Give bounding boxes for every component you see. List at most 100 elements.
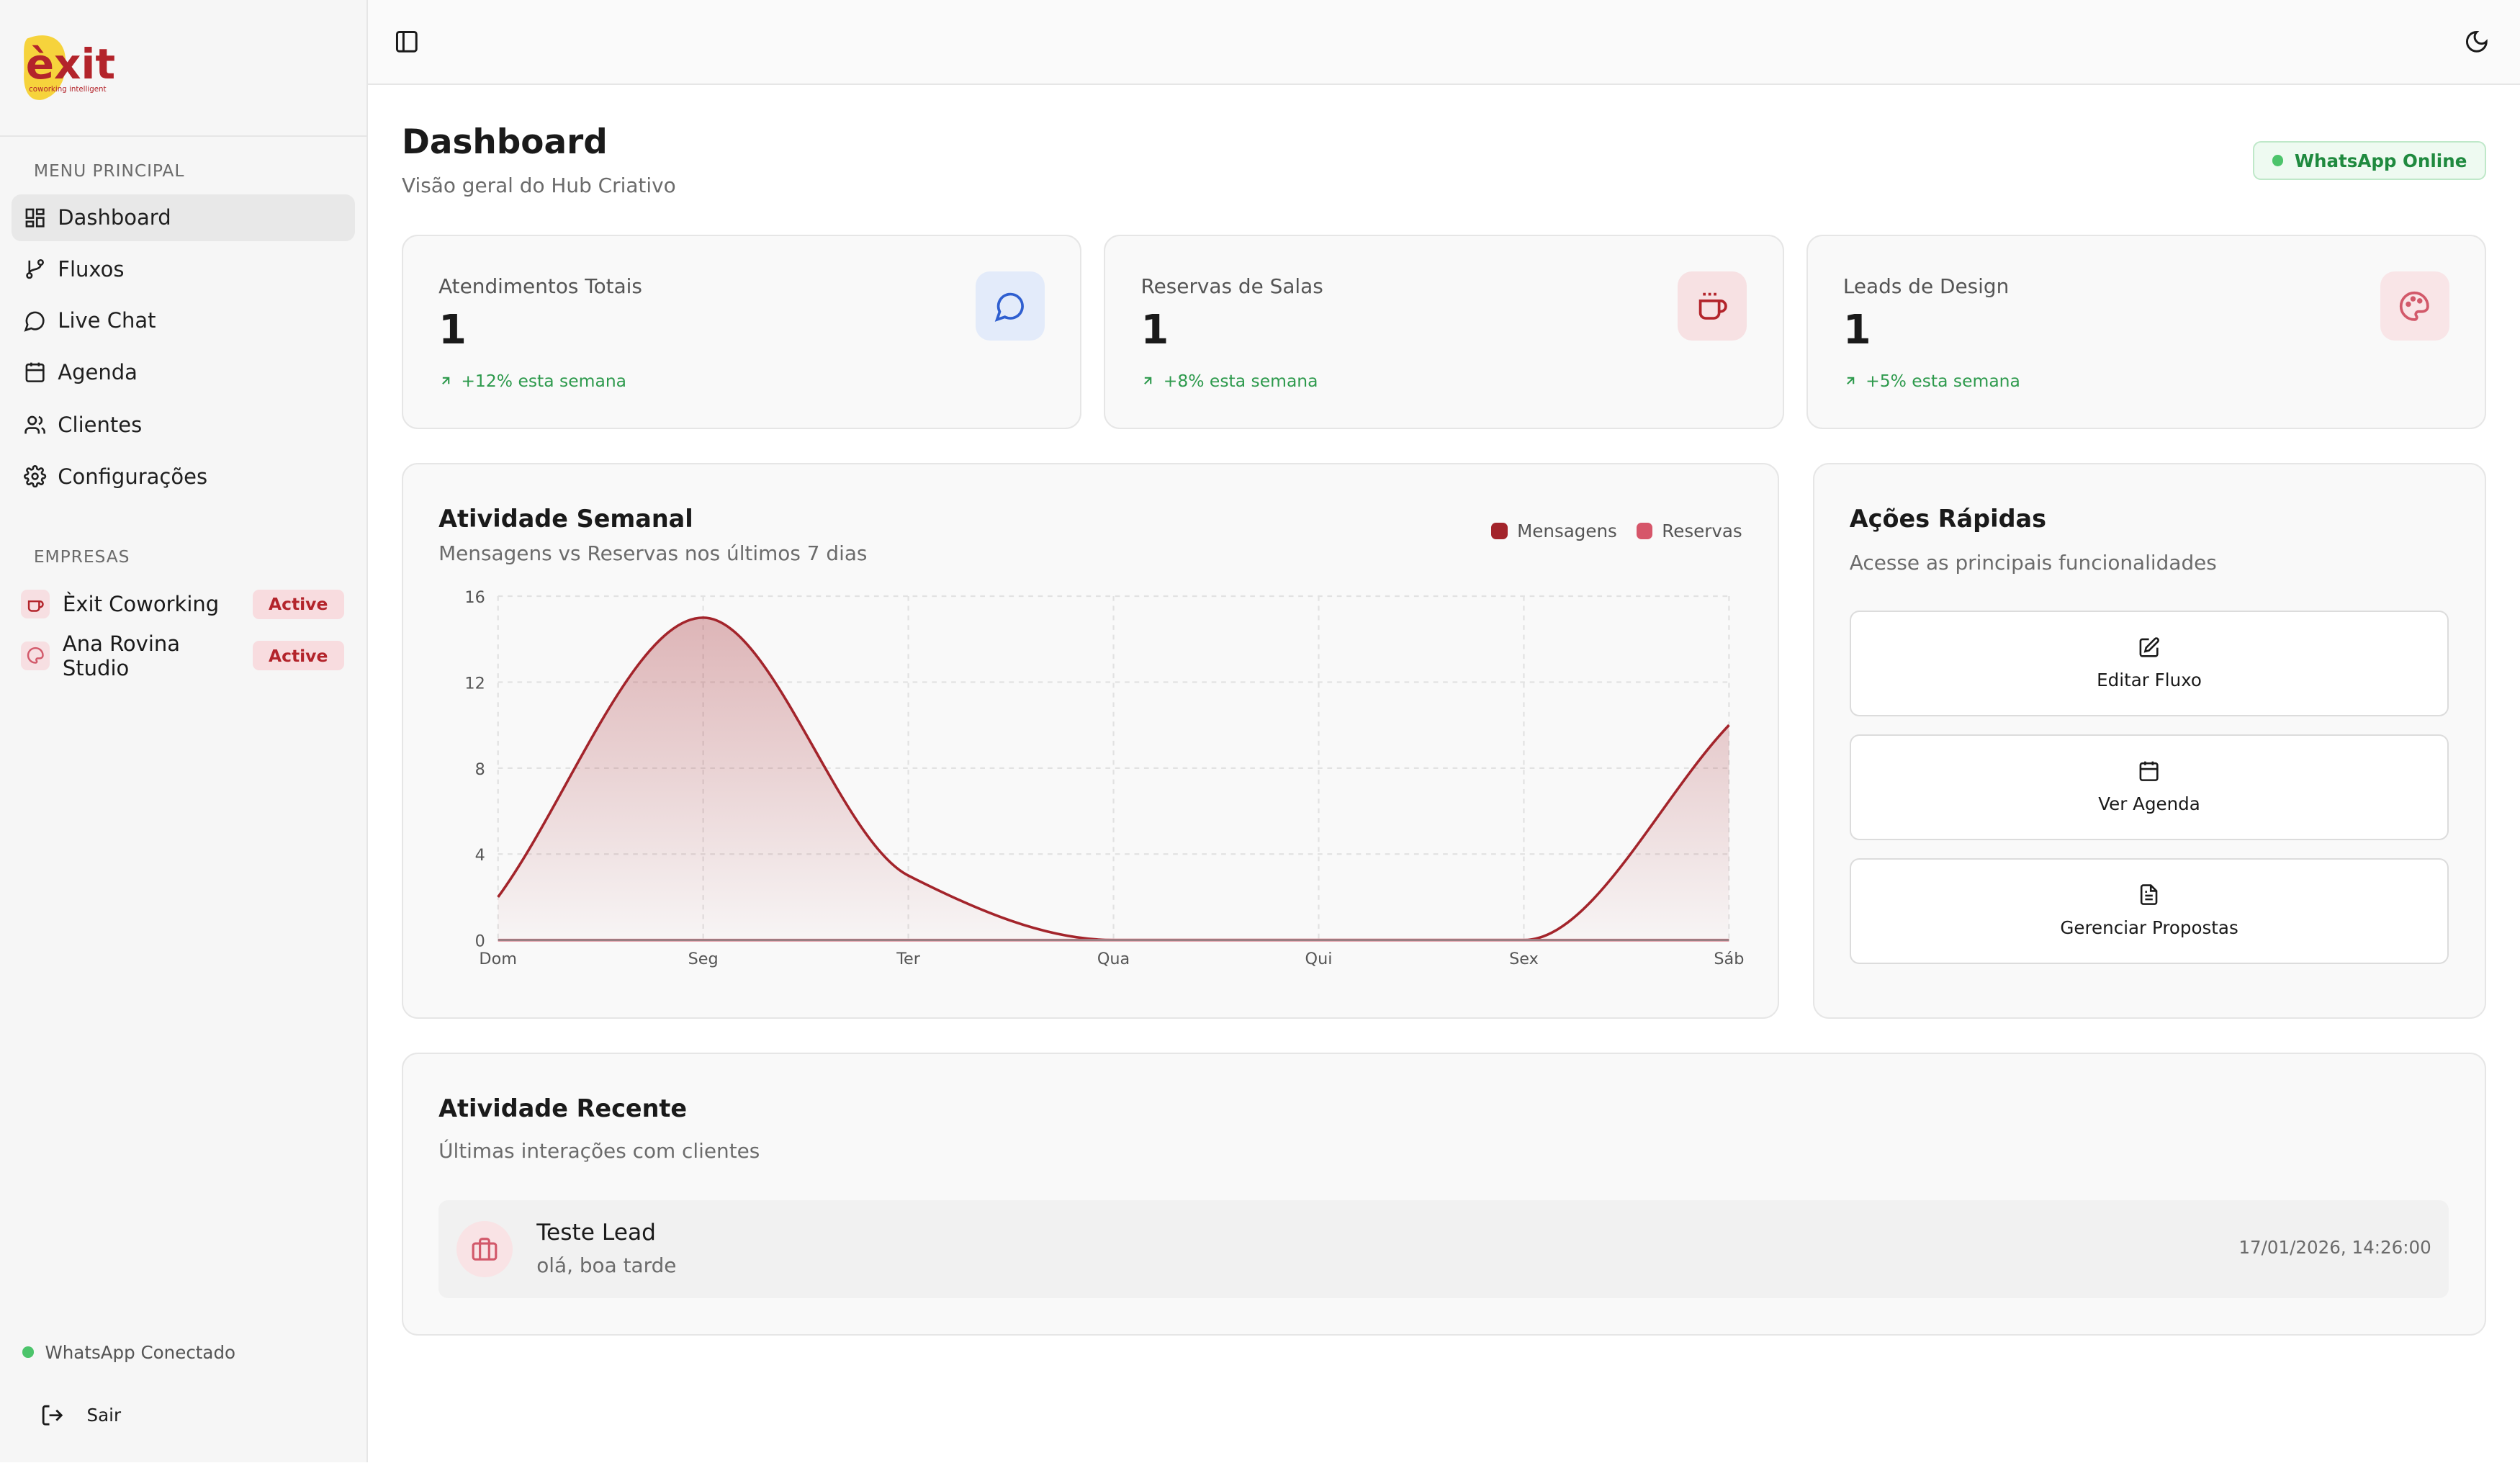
gear-icon [24,465,47,488]
button-label: Gerenciar Propostas [2060,917,2238,939]
sidebar-item-dashboard[interactable]: Dashboard [11,194,356,241]
sidebar-item-label: Dashboard [58,205,171,230]
stat-card-leads: Leads de Design 1 +5% esta semana [1806,234,2486,429]
stat-label: Leads de Design [1842,274,2010,299]
legend-label: Reservas [1662,520,1742,541]
x-tick-label: Ter [896,950,921,968]
quick-actions-card: Ações Rápidas Acesse as principais funci… [1812,462,2486,1019]
git-branch-icon [26,259,45,279]
arrow-up-right-icon [1144,377,1152,385]
stat-label: Atendimentos Totais [438,274,642,299]
card-subtitle: Mensagens vs Reservas nos últimos 7 dias [438,541,868,565]
sidebar-item-label: Clientes [58,413,143,438]
recent-activity-item[interactable]: Teste Lead olá, boa tarde 17/01/2026, 14… [438,1200,2449,1299]
sidebar-item-live-chat[interactable]: Live Chat [12,297,356,344]
stat-value: 1 [438,307,467,354]
recent-item-name: Teste Lead [536,1219,656,1246]
x-tick-label: Sex [1509,950,1539,968]
legend-item-mensagens[interactable]: Mensagens [1491,520,1617,541]
recent-item-timestamp: 17/01/2026, 14:26:00 [2238,1237,2431,1259]
moon-icon[interactable] [2464,29,2490,55]
sidebar: èxit coworking intelligent MENU PRINCIPA… [0,0,369,1463]
card-subtitle: Últimas interações com clientes [438,1139,760,1163]
stat-icon-box [1678,271,1747,341]
company-item-exit-coworking[interactable]: Èxit Coworking Active [21,587,344,622]
exit-logo[interactable]: èxit coworking intelligent [21,29,127,103]
whatsapp-online-label: WhatsApp Online [2294,150,2467,171]
x-tick-label: Seg [688,950,719,968]
view-agenda-button[interactable]: Ver Agenda [1849,734,2449,841]
status-dot-icon [2272,155,2284,166]
avatar [456,1221,513,1278]
users-icon [24,415,46,434]
svg-text:èxit: èxit [26,40,115,89]
company-item-ana-rovina-studio[interactable]: Ana Rovina Studio Active [21,631,344,680]
document-icon [2141,884,2158,906]
stat-icon-box [976,271,1045,341]
x-tick-label: Sáb [1714,950,1744,968]
dashboard-icon [26,208,45,228]
page-subtitle: Visão geral do Hub Criativo [401,174,676,198]
palette-icon [21,641,50,670]
x-tick-label: Qua [1097,950,1130,968]
recent-item-message: olá, boa tarde [536,1253,677,1277]
logout-button[interactable]: Sair [40,1403,121,1427]
edit-icon [2140,636,2160,657]
sidebar-item-clientes[interactable]: Clientes [12,402,356,449]
stat-card-reservas: Reservas de Salas 1 +8% esta semana [1104,234,1784,429]
y-tick-label: 8 [475,760,485,779]
legend-label: Mensagens [1517,520,1617,541]
whatsapp-connection-status: WhatsApp Conectado [22,1342,235,1363]
recent-activity-card: Atividade Recente Últimas interações com… [401,1052,2486,1336]
coffee-icon [21,590,50,619]
arrow-up-right-icon [1846,377,1855,385]
sidebar-item-label: Agenda [58,359,138,384]
stat-trend: +12% esta semana [438,371,626,391]
sidebar-item-fluxos[interactable]: Fluxos [12,246,356,292]
card-title: Atividade Semanal [438,504,693,533]
card-title: Ações Rápidas [1849,504,2047,533]
companies-section-label: EMPRESAS [33,546,130,567]
briefcase-icon [472,1238,498,1261]
logout-label: Sair [86,1404,122,1426]
stat-card-atendimentos: Atendimentos Totais 1 +12% esta semana [401,234,1082,429]
sidebar-toggle-icon[interactable] [394,29,420,55]
status-dot-icon [22,1346,34,1359]
stat-value: 1 [1140,307,1169,354]
chart-legend: Mensagens Reservas [1472,521,1742,541]
stat-trend-label: +8% esta semana [1163,371,1318,392]
calendar-icon [26,362,45,383]
stat-trend-label: +12% esta semana [461,371,627,392]
edit-flow-button[interactable]: Editar Fluxo [1849,610,2449,717]
legend-item-reservas[interactable]: Reservas [1636,520,1742,541]
whatsapp-online-badge: WhatsApp Online [2253,141,2486,180]
sidebar-item-agenda[interactable]: Agenda [12,348,356,395]
stat-trend-label: +5% esta semana [1866,371,2020,392]
status-badge: Active [252,589,344,619]
arrow-up-right-icon [442,377,450,385]
stat-trend: +5% esta semana [1843,371,2020,391]
page-title: Dashboard [401,122,608,162]
y-tick-label: 12 [464,674,485,693]
company-name: Èxit Coworking [63,592,220,617]
sidebar-item-configuracoes[interactable]: Configurações [12,453,356,500]
whatsapp-status-label: WhatsApp Conectado [45,1341,236,1363]
palette-icon [2400,291,2430,321]
legend-swatch [1636,523,1652,539]
stat-value: 1 [1842,307,1871,354]
series-area-mensagens [498,617,1729,940]
menu-section-label: MENU PRINCIPAL [33,161,185,181]
y-tick-label: 4 [475,846,485,865]
logout-icon [42,1405,63,1426]
x-tick-label: Dom [479,950,517,968]
stat-trend: +8% esta semana [1140,371,1318,391]
weekly-activity-chart: 0 4 8 12 16 Dom Seg Ter Qua Qui Sex Sáb [464,588,1744,968]
manage-proposals-button[interactable]: Gerenciar Propostas [1849,857,2449,964]
message-icon [994,292,1024,322]
button-label: Editar Fluxo [2097,670,2202,691]
legend-swatch [1491,523,1508,539]
calendar-icon [2140,762,2159,782]
y-tick-label: 16 [464,588,485,607]
svg-text:coworking intelligent: coworking intelligent [29,85,106,94]
stat-icon-box [2380,271,2449,341]
